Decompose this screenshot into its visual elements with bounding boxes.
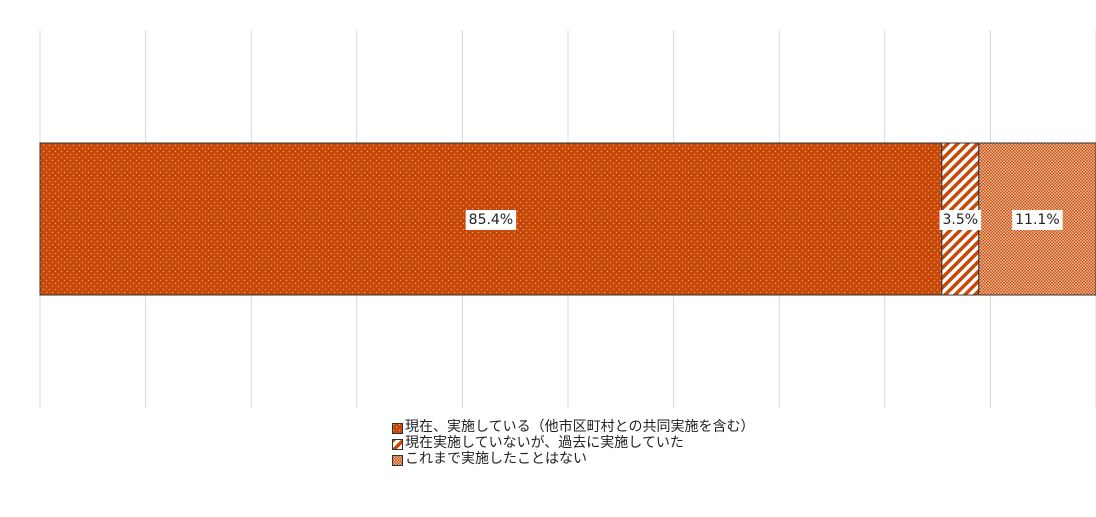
legend-label-1: 現在実施していないが、過去に実施していた [405,435,684,451]
legend: 現在、実施している（他市区町村との共同実施を含む） 現在実施していないが、過去に… [392,419,754,467]
data-label-1: 3.5% [943,212,979,228]
data-labels: 85.4% 3.5% 11.1% [465,210,1063,230]
data-label-0: 85.4% [469,212,513,228]
legend-label-2: これまで実施したことはない [405,451,587,467]
legend-swatch-dots [392,422,403,434]
legend-item-2: これまで実施したことはない [392,451,754,467]
legend-label-0: 現在、実施している（他市区町村との共同実施を含む） [405,419,755,435]
data-label-box-0 [465,210,517,230]
legend-swatch-diagonal [392,438,403,450]
data-label-2: 11.1% [1015,212,1059,228]
data-label-box-1 [939,210,982,230]
legend-swatch-checker [392,454,403,466]
legend-item-0: 現在、実施している（他市区町村との共同実施を含む） [392,419,754,435]
data-label-box-2 [1012,210,1063,230]
legend-item-1: 現在実施していないが、過去に実施していた [392,435,754,451]
bars [39,142,1096,296]
